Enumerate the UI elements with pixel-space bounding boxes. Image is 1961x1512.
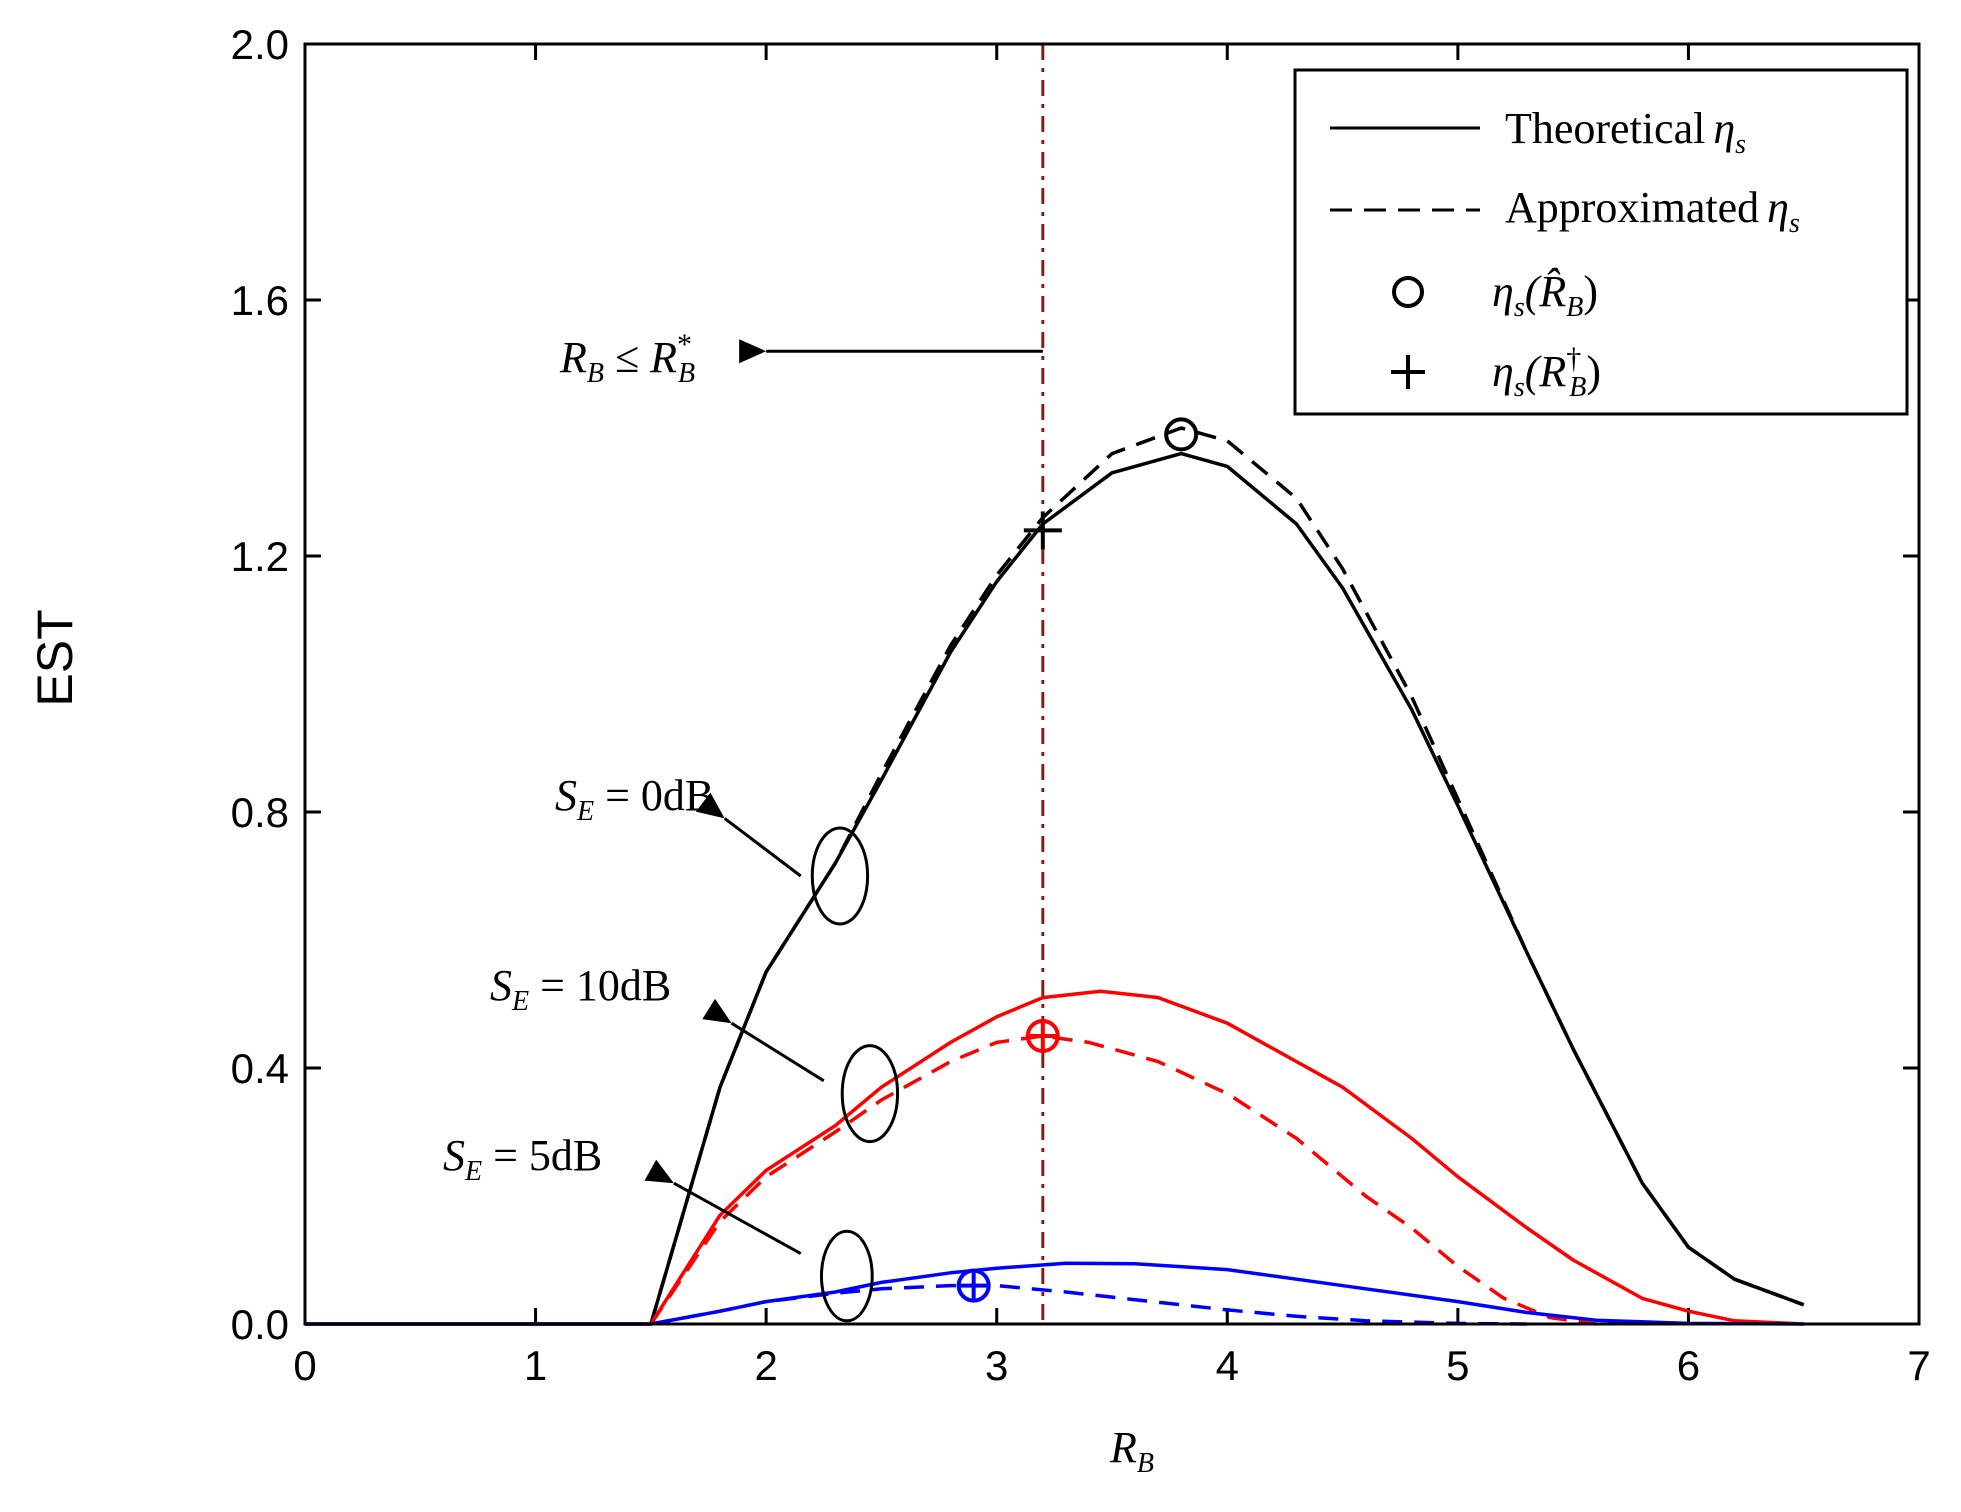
annotation-main: S	[555, 771, 577, 820]
annotation-ellipse-se10	[840, 1044, 900, 1144]
annotation-main2: R	[649, 333, 677, 382]
x-tick-label: 0	[293, 1342, 316, 1389]
annotation-sub: E	[511, 986, 529, 1017]
annotation-main: S	[490, 961, 512, 1010]
series-line-approximated-se-0db	[649, 426, 1805, 1325]
annotation-arrow-se5	[644, 1159, 802, 1255]
annotation-eq: = 10dB	[529, 961, 671, 1010]
series-layer	[305, 426, 1805, 1326]
x-tick-label: 3	[985, 1342, 1008, 1389]
annotation-main: R	[559, 333, 587, 382]
annotation-eq: = 5dB	[482, 1131, 602, 1180]
annotation-sub: B	[587, 358, 604, 389]
x-tick-label: 2	[754, 1342, 777, 1389]
legend-circle-marker	[1392, 276, 1424, 308]
x-axis-label-main: R	[1109, 1423, 1137, 1472]
y-tick-label: 1.2	[231, 533, 289, 580]
annotation-op: ≤	[604, 333, 650, 382]
y-tick-label: 0.8	[231, 789, 289, 836]
series-line-theoretical-se-10db	[305, 989, 1804, 1326]
annotation-sub: E	[576, 796, 594, 827]
plot-frame	[303, 42, 1921, 1326]
x-tick-label: 1	[524, 1342, 547, 1389]
annotation-label-se0: SE = 0dB	[555, 771, 714, 827]
annotation-sub: E	[464, 1156, 482, 1187]
annotation-eq: = 0dB	[594, 771, 714, 820]
annotation-ellipse-se0	[810, 826, 870, 926]
legend-item-eta-rhat: ηs(R̂B)	[1492, 267, 1598, 323]
series-line-theoretical-se-0db	[305, 451, 1805, 1326]
annotation-main: S	[443, 1131, 465, 1180]
series-line-approximated-se-5db	[650, 1283, 1528, 1326]
legend-item-theoretical: Theoretical ηs	[1505, 104, 1746, 160]
annotation-label-rb: RB ≤ R* B	[559, 328, 695, 389]
annotation-label-se5: SE = 5dB	[443, 1131, 602, 1187]
x-tick-label: 5	[1446, 1342, 1469, 1389]
legend: Theoretical ηs Approximated ηs ηs(R̂B) ηs(…	[1293, 68, 1909, 416]
x-tick-label: 6	[1677, 1342, 1700, 1389]
annotation-sub2: B	[678, 358, 695, 389]
y-tick-label: 2.0	[231, 21, 289, 68]
annotation-sup2: *	[677, 328, 692, 361]
annotation-ellipse-se5	[819, 1229, 874, 1323]
y-tick-label: 0.0	[231, 1301, 289, 1348]
annotation-label-se10: SE = 10dB	[490, 961, 671, 1017]
x-tick-label: 4	[1216, 1342, 1239, 1389]
legend-plus-marker	[1391, 355, 1425, 389]
x-axis-label: RB	[1109, 1423, 1154, 1479]
legend-item-approximated: Approximated ηs	[1505, 183, 1800, 239]
annotation-arrow-se10	[702, 998, 825, 1083]
series-line-theoretical-se-5db	[305, 1261, 1804, 1326]
y-axis-label: EST	[27, 609, 83, 706]
x-axis-label-sub: B	[1137, 1448, 1154, 1479]
y-tick-label: 1.6	[231, 277, 289, 324]
legend-item-eta-rdagger: ηs(R† B)	[1492, 342, 1601, 403]
annotation-arrow-se0	[695, 792, 802, 878]
y-tick-label: 0.4	[231, 1045, 289, 1092]
series-line-approximated-se-10db	[649, 1034, 1597, 1326]
markers-layer	[956, 417, 1199, 1303]
x-tick-label: 7	[1907, 1342, 1930, 1389]
marker-circle	[1164, 417, 1199, 452]
